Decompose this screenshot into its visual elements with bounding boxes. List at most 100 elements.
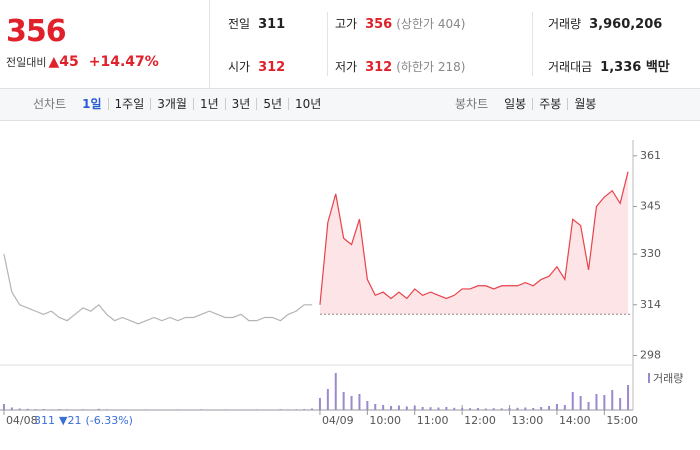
volume-bar xyxy=(200,409,203,410)
period-tab[interactable]: 10년 xyxy=(288,98,327,110)
period-tab[interactable]: 주봉 xyxy=(532,98,567,110)
y-tick-label: 298 xyxy=(640,348,661,361)
stat-value: 311 xyxy=(258,17,286,32)
volume-bar xyxy=(311,408,314,410)
volume-bar xyxy=(571,392,574,410)
stat: 거래량 3,960,206 xyxy=(548,14,662,34)
volume-bar xyxy=(500,408,503,410)
quote-header: 356 전일대비 ▲45 +14.47% 전일 311 고가 356 (상한가 404) 거래… xyxy=(0,0,700,88)
volume-bar xyxy=(287,409,290,410)
stat-note: (상한가 404) xyxy=(396,17,466,31)
volume-bar xyxy=(476,408,479,410)
volume-bar xyxy=(382,405,385,410)
volume-bar xyxy=(429,407,432,410)
y-tick-label: 361 xyxy=(640,149,661,162)
x-tick-label: 04/09 xyxy=(322,414,354,427)
prev-change: ▼21 xyxy=(59,414,81,427)
volume-bar xyxy=(326,389,329,410)
volume-bar xyxy=(232,409,235,410)
volume-bar xyxy=(358,394,361,410)
volume-bar xyxy=(18,408,21,410)
period-tab[interactable]: 5년 xyxy=(256,98,288,110)
stat: 고가 356 (상한가 404) xyxy=(335,14,465,34)
volume-bar xyxy=(224,409,227,410)
volume-bar xyxy=(295,409,298,410)
x-tick-label: 11:00 xyxy=(417,414,449,427)
x-tick-label: 14:00 xyxy=(559,414,591,427)
volume-bar xyxy=(255,409,258,410)
stat-label: 전일 xyxy=(228,17,251,31)
day-summary: 311 ▼21 (-6.33%) xyxy=(34,414,133,427)
change-amount: ▲45 xyxy=(48,54,79,70)
price-box: 356 전일대비 ▲45 +14.47% xyxy=(0,0,210,88)
volume-bar xyxy=(121,409,124,410)
tab-group-label: 선차트 xyxy=(33,97,67,111)
volume-bar xyxy=(342,392,345,410)
period-tab[interactable]: 3년 xyxy=(224,98,257,110)
volume-bar xyxy=(516,407,519,410)
volume-bar xyxy=(303,409,306,410)
volume-bar xyxy=(66,409,69,410)
period-tab[interactable]: 일봉 xyxy=(504,97,527,111)
volume-bar xyxy=(437,407,440,410)
volume-bar xyxy=(247,409,250,410)
volume-bar xyxy=(405,406,408,410)
volume-bar xyxy=(595,394,598,410)
period-tab[interactable]: 1일 xyxy=(82,97,102,111)
volume-bar xyxy=(421,407,424,410)
prev-rate: (-6.33%) xyxy=(85,414,133,427)
volume-bar xyxy=(587,402,590,410)
period-tab[interactable]: 3개월 xyxy=(150,98,193,110)
volume-bar xyxy=(484,408,487,410)
stat-value: 312 xyxy=(365,60,393,75)
period-tabs: 선차트 1일 1주일 3개월 1년 3년 5년 10년 봉차트 일봉 주봉 월봉 xyxy=(0,88,700,121)
volume-bar xyxy=(413,406,416,410)
volume-bar xyxy=(184,409,187,410)
area-fill xyxy=(319,171,629,315)
volume-bar xyxy=(26,408,29,410)
volume-bar xyxy=(113,409,116,410)
volume-bar xyxy=(555,404,558,410)
legend-label: 거래량 xyxy=(653,372,683,385)
stat-label: 고가 xyxy=(335,17,358,31)
period-tab[interactable]: 월봉 xyxy=(567,98,602,110)
stat-note: (하한가 218) xyxy=(396,60,466,74)
volume-bar xyxy=(445,407,448,410)
volume-bar xyxy=(619,398,622,410)
stat-label: 저가 xyxy=(335,60,358,74)
period-tab[interactable]: 1주일 xyxy=(107,98,151,110)
volume-bar xyxy=(611,390,614,410)
period-tab[interactable]: 1년 xyxy=(192,98,225,110)
change-label: 전일대비 xyxy=(6,56,47,69)
volume-bar xyxy=(50,409,53,410)
volume-bar xyxy=(263,409,266,410)
volume-bar xyxy=(508,408,511,410)
volume-bar xyxy=(105,409,108,410)
volume-bar xyxy=(524,407,527,410)
y-tick-label: 345 xyxy=(640,200,661,213)
volume-bar xyxy=(137,409,140,410)
candle-chart-tabs: 봉차트 일봉 주봉 월봉 xyxy=(455,89,602,120)
stat: 전일 311 xyxy=(228,14,285,34)
volume-bar xyxy=(469,408,472,410)
stat: 거래대금 1,336 백만 xyxy=(548,57,670,77)
volume-bar xyxy=(532,408,535,410)
chart: 298 314 330 345 361 04/08 04/09 10:00 11:00 12:00… xyxy=(0,140,683,427)
volume-bar xyxy=(603,395,606,410)
x-tick-label: 13:00 xyxy=(512,414,544,427)
volume-bar xyxy=(97,408,100,410)
volume-bar xyxy=(208,409,211,410)
volume-bar xyxy=(176,409,179,410)
tab-group-label: 봉차트 xyxy=(455,97,489,111)
separator xyxy=(327,12,328,76)
line-chart-tabs: 선차트 1일 1주일 3개월 1년 3년 5년 10년 xyxy=(33,89,327,120)
volume-bar xyxy=(81,409,84,410)
x-tick-label: 15:00 xyxy=(606,414,638,427)
volume-bar xyxy=(10,407,13,410)
volume-bar xyxy=(89,409,92,410)
stat-value: 356 xyxy=(365,17,393,32)
volume-bar xyxy=(334,373,337,410)
volume-bar xyxy=(492,408,495,410)
price-line xyxy=(3,253,313,325)
